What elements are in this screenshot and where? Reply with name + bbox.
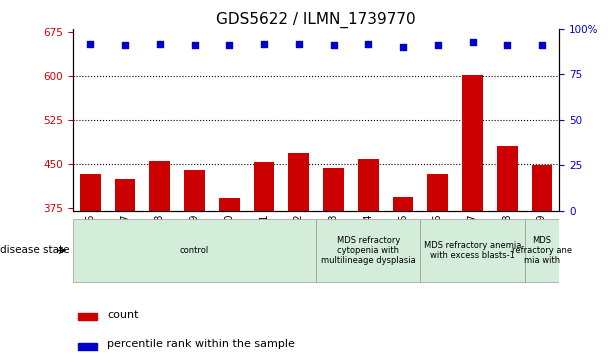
Text: percentile rank within the sample: percentile rank within the sample [107,339,295,349]
Point [224,42,234,48]
Text: MDS refractory
cytopenia with
multilineage dysplasia: MDS refractory cytopenia with multilinea… [321,236,416,265]
Point [190,42,199,48]
Point [468,39,477,45]
Bar [115,179,136,211]
Point [364,41,373,46]
Bar [531,166,553,211]
Point [398,44,408,50]
Point [294,41,303,46]
FancyBboxPatch shape [420,219,525,282]
Point [259,41,269,46]
Bar [358,159,379,211]
Point [537,42,547,48]
Bar [288,153,309,211]
FancyBboxPatch shape [525,219,559,282]
Bar [497,146,517,211]
Title: GDS5622 / ILMN_1739770: GDS5622 / ILMN_1739770 [216,12,416,28]
Bar [393,197,413,211]
Text: disease state: disease state [0,245,69,256]
Bar [219,198,240,211]
Bar [323,168,344,211]
Bar [184,170,205,211]
Text: MDS refractory anemia
with excess blasts-1: MDS refractory anemia with excess blasts… [424,241,521,260]
Bar [78,343,97,350]
Bar [427,174,448,211]
Point [433,42,443,48]
Bar [254,162,274,211]
Bar [150,161,170,211]
Point [329,42,339,48]
Bar [462,75,483,211]
Point [120,42,130,48]
Text: MDS
refractory ane
mia with: MDS refractory ane mia with [512,236,572,265]
Bar [78,313,97,320]
Point [86,41,95,46]
Point [502,42,512,48]
Bar [80,174,101,211]
Text: count: count [107,310,139,320]
FancyBboxPatch shape [73,219,316,282]
Point [155,41,165,46]
Text: control: control [180,246,209,255]
FancyBboxPatch shape [316,219,420,282]
